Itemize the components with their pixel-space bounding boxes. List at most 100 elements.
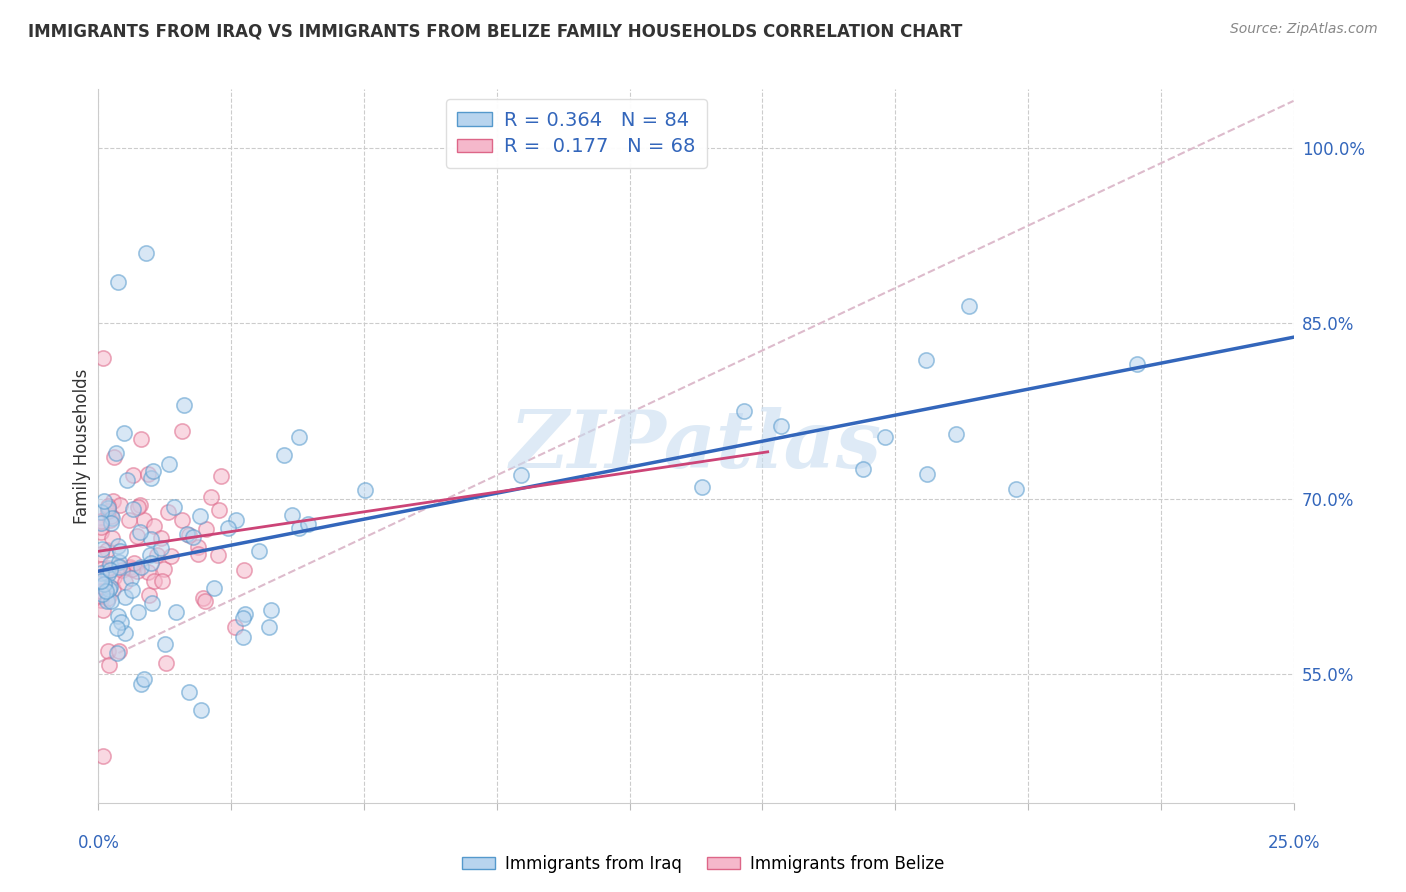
Point: [90, 520, 112, 534]
Point: [110, 615, 132, 629]
Point: [118, 513, 141, 527]
Point: [121, 583, 143, 598]
Point: [149, 541, 172, 556]
Point: [232, 563, 254, 577]
Point: [90, 566, 112, 580]
Point: [107, 539, 129, 553]
Point: [852, 462, 875, 476]
Point: [188, 508, 211, 523]
Point: [122, 501, 145, 516]
Point: [97, 591, 120, 605]
Point: [129, 498, 152, 512]
Point: [945, 426, 967, 441]
Point: [115, 473, 138, 487]
Point: [101, 582, 124, 596]
Point: [127, 605, 149, 619]
Point: [191, 591, 214, 606]
Point: [142, 519, 165, 533]
Point: [354, 483, 377, 498]
Point: [134, 513, 156, 527]
Point: [160, 549, 183, 563]
Point: [105, 621, 128, 635]
Point: [93, 493, 115, 508]
Point: [97, 560, 120, 574]
Point: [108, 544, 131, 558]
Point: [103, 569, 125, 583]
Point: [202, 581, 225, 595]
Point: [98, 582, 121, 596]
Point: [139, 548, 162, 562]
Point: [93, 577, 115, 591]
Point: [121, 562, 143, 576]
Point: [94, 583, 117, 598]
Point: [915, 467, 938, 481]
Point: [297, 516, 319, 531]
Point: [173, 398, 195, 412]
Point: [104, 446, 127, 460]
Legend: Immigrants from Iraq, Immigrants from Belize: Immigrants from Iraq, Immigrants from Be…: [456, 848, 950, 880]
Point: [288, 430, 311, 444]
Point: [873, 430, 896, 444]
Point: [90, 584, 112, 599]
Point: [138, 589, 160, 603]
Point: [187, 541, 209, 555]
Point: [176, 527, 198, 541]
Point: [98, 657, 121, 672]
Point: [114, 590, 136, 604]
Point: [225, 513, 247, 527]
Point: [107, 609, 129, 624]
Point: [90, 516, 112, 530]
Point: [90, 578, 112, 592]
Point: [107, 558, 129, 573]
Point: [120, 571, 142, 585]
Point: [112, 425, 135, 440]
Point: [145, 548, 167, 562]
Text: Source: ZipAtlas.com: Source: ZipAtlas.com: [1230, 22, 1378, 37]
Point: [157, 457, 180, 471]
Point: [155, 657, 177, 671]
Point: [114, 626, 136, 640]
Point: [163, 500, 186, 514]
Point: [257, 620, 280, 634]
Point: [91, 351, 114, 366]
Point: [97, 501, 120, 516]
Point: [100, 508, 122, 523]
Point: [281, 508, 304, 523]
Point: [108, 555, 131, 569]
Point: [1005, 483, 1028, 497]
Point: [177, 528, 200, 542]
Point: [170, 424, 193, 438]
Point: [179, 684, 201, 698]
Point: [207, 549, 229, 563]
Point: [100, 516, 122, 530]
Point: [90, 562, 112, 576]
Point: [217, 520, 239, 534]
Point: [96, 543, 118, 558]
Point: [90, 584, 112, 599]
Point: [108, 643, 131, 657]
Point: [143, 574, 166, 588]
Point: [200, 490, 222, 504]
Point: [96, 563, 118, 577]
Point: [194, 594, 217, 608]
Legend: R = 0.364   N = 84, R =  0.177   N = 68: R = 0.364 N = 84, R = 0.177 N = 68: [446, 99, 707, 168]
Point: [97, 566, 120, 581]
Point: [127, 529, 149, 543]
Point: [121, 468, 143, 483]
Point: [97, 644, 120, 658]
Point: [98, 580, 121, 594]
Point: [769, 419, 792, 434]
Point: [90, 524, 112, 539]
Point: [139, 556, 162, 570]
Point: [103, 493, 125, 508]
Point: [97, 499, 120, 513]
Point: [273, 449, 295, 463]
Point: [100, 594, 122, 608]
Point: [172, 513, 194, 527]
Point: [129, 432, 152, 446]
Point: [90, 505, 112, 519]
Point: [110, 498, 132, 512]
Point: [93, 602, 115, 616]
Point: [156, 505, 179, 519]
Point: [136, 467, 159, 481]
